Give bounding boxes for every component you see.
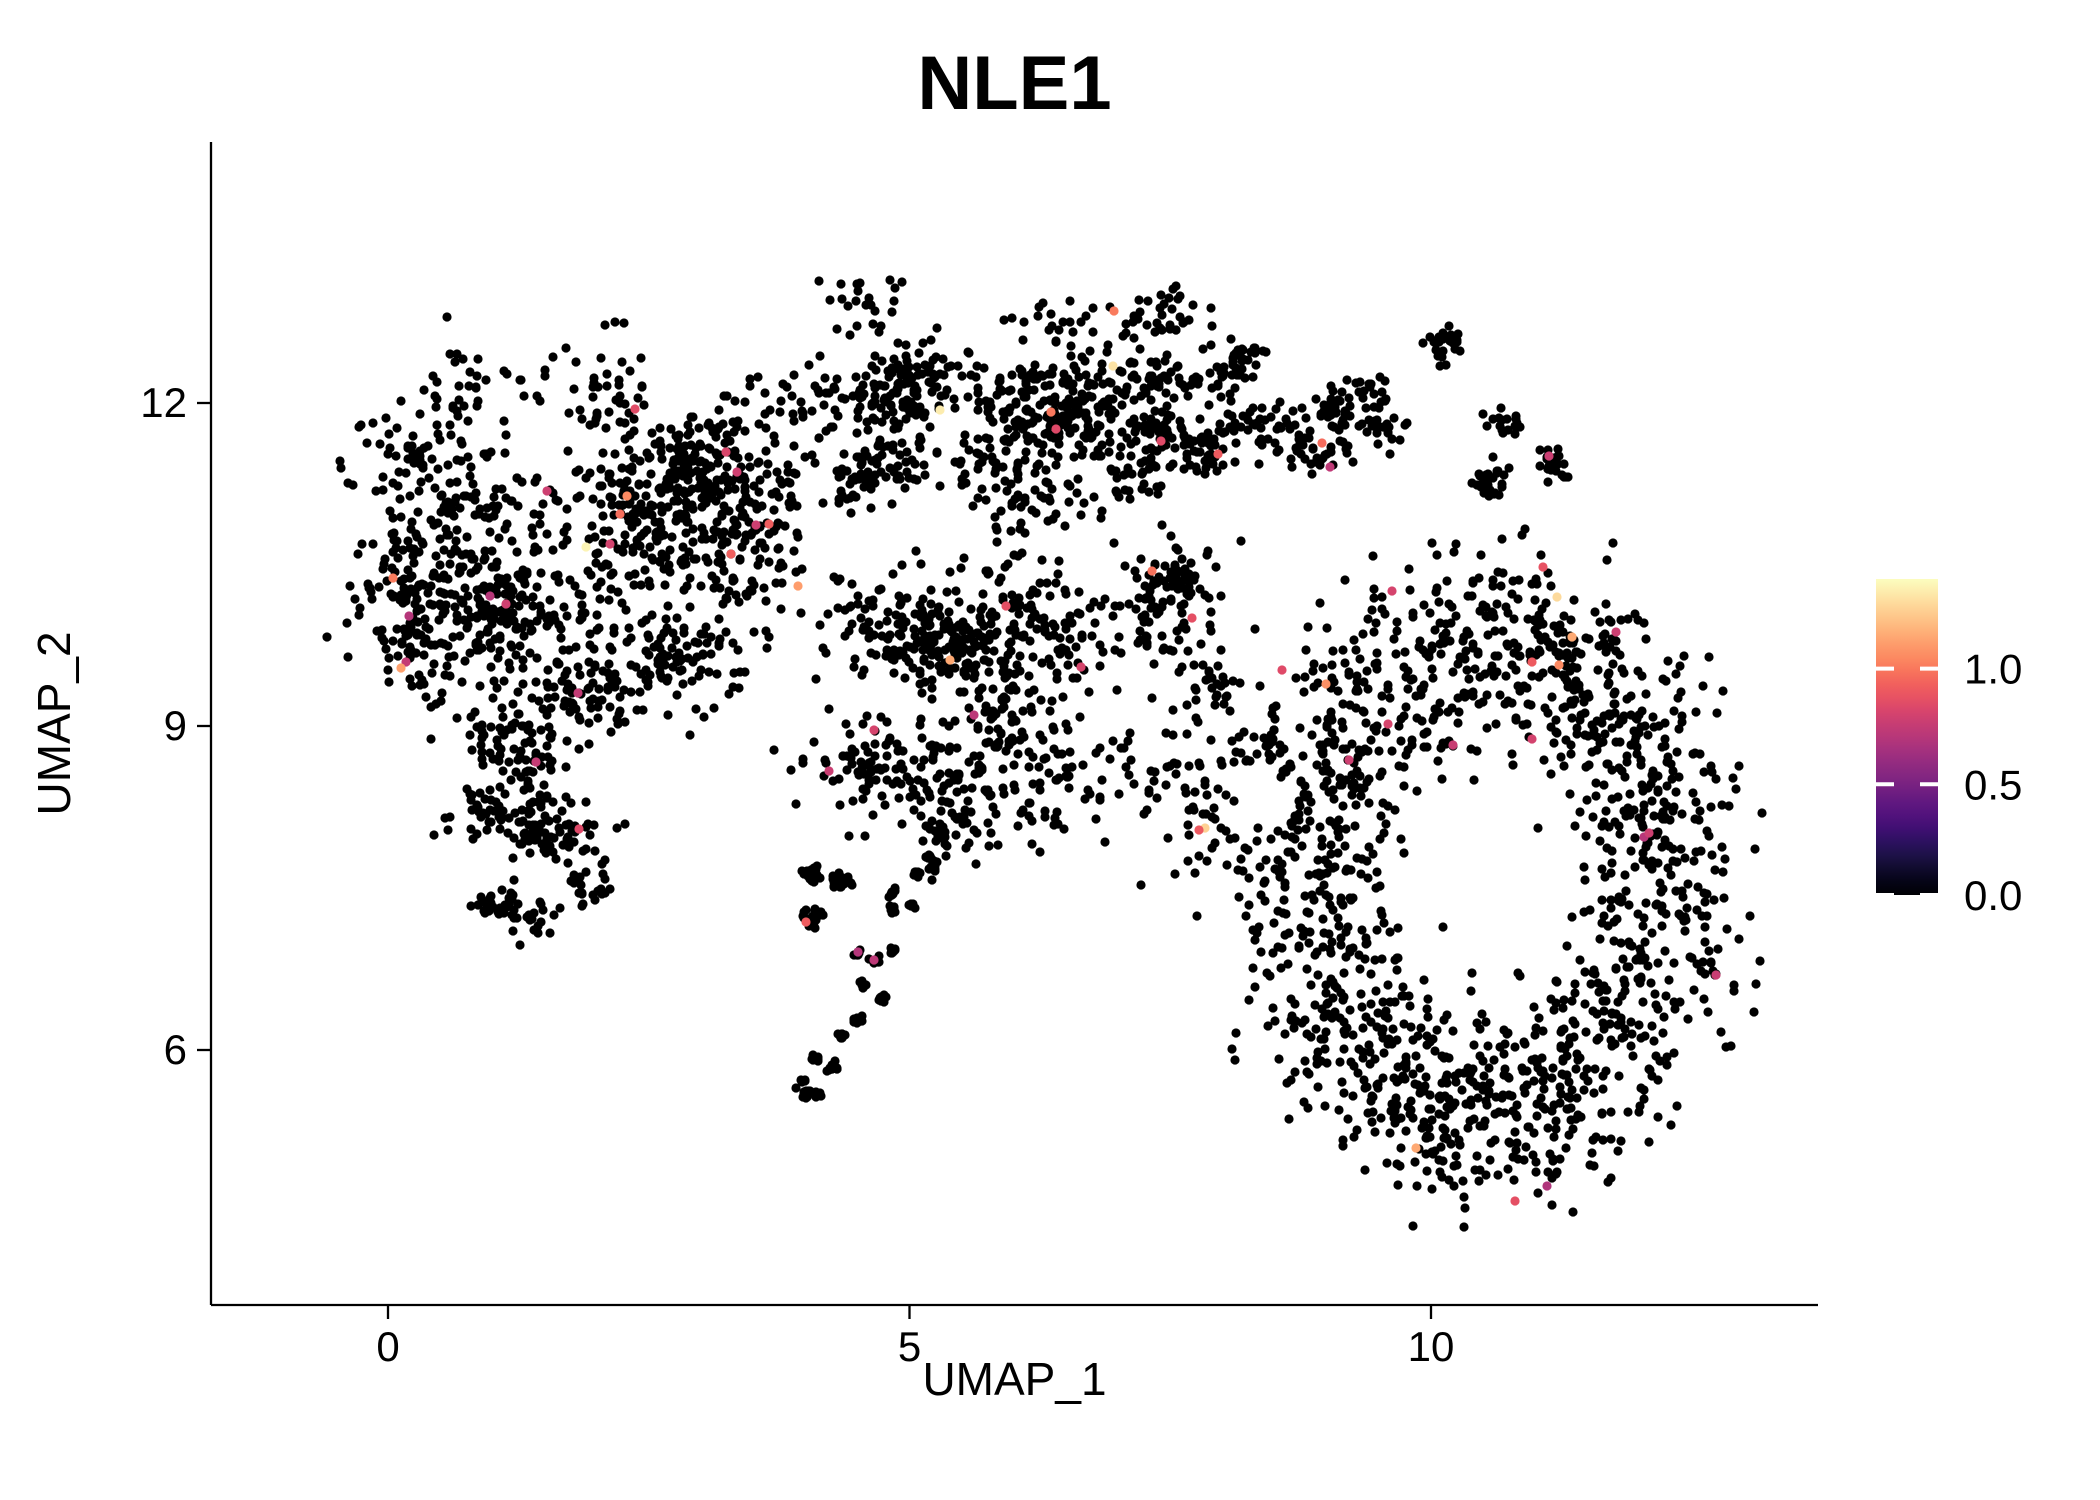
svg-text:12: 12 [140, 379, 187, 426]
svg-text:0: 0 [376, 1323, 399, 1370]
svg-text:UMAP_2: UMAP_2 [28, 631, 80, 815]
svg-text:5: 5 [898, 1323, 921, 1370]
svg-text:UMAP_1: UMAP_1 [922, 1353, 1106, 1405]
svg-text:10: 10 [1408, 1323, 1455, 1370]
svg-text:6: 6 [164, 1026, 187, 1073]
svg-text:9: 9 [164, 702, 187, 749]
